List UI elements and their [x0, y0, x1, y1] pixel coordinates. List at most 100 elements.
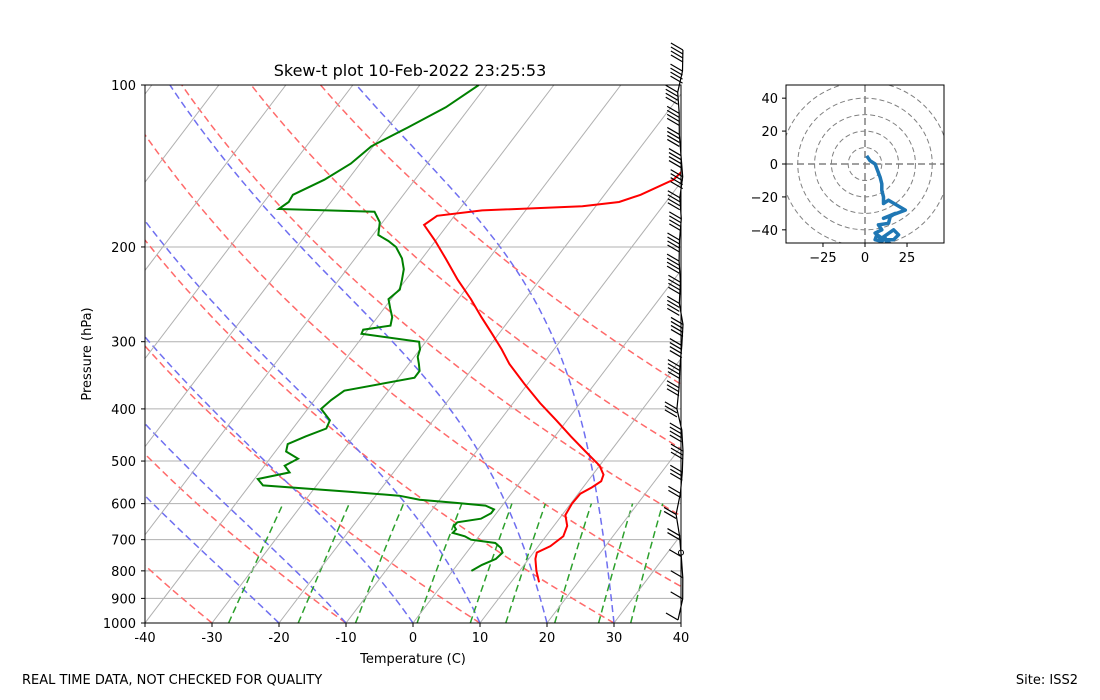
wind-barb-flag: [667, 532, 680, 541]
hodograph-y-tick-label: 40: [761, 92, 778, 107]
wind-barb-flag: [670, 75, 683, 84]
moist-adiabat: [145, 422, 347, 623]
dry-adiabat: [145, 133, 681, 588]
wind-barb-flag: [666, 261, 680, 270]
mixing-ratio-line: [469, 503, 513, 623]
wind-barb-flag: [667, 236, 680, 245]
wind-barb-flag: [668, 211, 682, 220]
wind-barb-flag: [669, 338, 683, 347]
wind-barb-flag: [668, 278, 681, 287]
wind-barb-flag: [665, 84, 679, 93]
wind-barb-flag: [670, 54, 684, 63]
isotherm-line: [412, 269, 681, 623]
wind-barb-flag: [665, 96, 679, 105]
wind-barb-flag: [666, 307, 680, 316]
wind-barb-flag: [670, 181, 683, 190]
x-axis-ticks: -40 -30 -20 -10 0 10 20 30 40: [134, 623, 689, 646]
mixing-ratio-line: [354, 503, 405, 623]
skewt-grid: [145, 84, 681, 624]
dry-adiabat: [250, 85, 681, 450]
hodograph-y-tick-label: −20: [751, 191, 778, 206]
moist-adiabats: [145, 85, 615, 623]
isotherm-line: [145, 85, 287, 272]
wind-barb-flag: [668, 274, 681, 283]
wind-barb-flag: [666, 257, 680, 266]
wind-barb-flag: [666, 303, 680, 312]
wind-barb-flag: [668, 549, 682, 558]
isotherm-line: [145, 85, 220, 184]
wind-barb-flag: [665, 88, 679, 97]
dry-adiabats: [145, 85, 681, 623]
moist-adiabat: [169, 85, 548, 623]
plot-frame: [144, 84, 682, 624]
wind-barb-flag: [667, 232, 680, 241]
mixing-ratio-lines: [227, 503, 664, 623]
dry-adiabat: [145, 564, 213, 623]
wind-barb-flag: [665, 612, 679, 621]
mixing-ratio-line: [505, 503, 547, 623]
wind-barb-flag: [666, 388, 680, 397]
wind-barb-flag: [669, 426, 683, 435]
isotherm-line: [145, 85, 555, 623]
wind-barb-flag: [670, 324, 684, 333]
wind-barb-flag: [668, 215, 682, 224]
y-tick-label: 400: [111, 403, 136, 418]
wind-barb-flag: [666, 295, 680, 304]
wind-barb-flag: [670, 316, 684, 325]
wind-barb-flag: [663, 510, 677, 519]
temperature-trace: [422, 170, 681, 583]
hodograph-y-tick-label: −40: [751, 224, 778, 239]
wind-barb-flag: [667, 363, 681, 372]
wind-barb-staff: [675, 49, 684, 621]
wind-barb-flag: [667, 126, 680, 135]
wind-barb-flag: [668, 156, 682, 165]
isotherm-line: [680, 622, 681, 623]
hodograph-trace: [865, 154, 908, 243]
wind-barb-flag: [666, 384, 680, 393]
y-tick-label: 1000: [103, 617, 136, 632]
wind-barb-flag: [668, 485, 681, 494]
wind-barb-flag: [670, 177, 683, 186]
dry-adiabat: [145, 238, 615, 623]
y-tick-label: 900: [111, 592, 136, 607]
moist-adiabat: [355, 85, 615, 623]
x-tick-label: 20: [539, 631, 556, 646]
x-tick-label: -20: [268, 631, 289, 646]
isotherm-line: [145, 85, 488, 536]
wind-barb-flag: [670, 451, 684, 460]
wind-barb-flag: [667, 528, 680, 537]
wind-barb-flag: [668, 152, 682, 161]
wind-barb-flag: [669, 430, 683, 439]
wind-barb-flag: [666, 105, 680, 114]
hodograph-x-tick-label: 25: [899, 251, 916, 266]
y-axis-ticks: 1000 900 800 700 600 500 400 300 200 100: [103, 79, 145, 632]
x-tick-label: 40: [673, 631, 690, 646]
wind-barb-flag: [666, 380, 680, 389]
mixing-ratio-line: [416, 503, 463, 623]
hodograph-ticks: −25 0 25 −40 −20 0 20 40: [751, 92, 916, 266]
wind-barb-flag: [668, 160, 682, 169]
wind-barb-flag: [670, 591, 683, 600]
wind-barb-flag: [664, 401, 678, 410]
wind-barb-flag: [666, 265, 680, 274]
wind-barb-flag: [670, 42, 684, 51]
wind-barb-flag: [666, 253, 680, 262]
wind-barb-flag: [666, 113, 680, 122]
hodograph-y-tick-label: 20: [761, 125, 778, 140]
wind-barb-flag: [667, 198, 681, 207]
mixing-ratio-line: [227, 503, 284, 623]
site-label: Site: ISS2: [1015, 673, 1078, 688]
x-tick-label: -30: [201, 631, 222, 646]
wind-barb-column: [663, 42, 684, 621]
isotherm-line: [278, 93, 681, 623]
y-tick-label: 500: [111, 455, 136, 470]
isotherm-line: [145, 85, 421, 448]
wind-barb-flag: [670, 443, 684, 452]
y-tick-label: 100: [111, 79, 136, 94]
isotherm-line: [0, 85, 85, 623]
wind-barb-flag: [666, 117, 680, 126]
chart-title: Skew-t plot 10-Feb-2022 23:25:53: [274, 61, 547, 80]
x-tick-label: 0: [409, 631, 417, 646]
wind-barb-flag: [663, 506, 677, 515]
hodograph-y-tick-label: 0: [770, 158, 778, 173]
